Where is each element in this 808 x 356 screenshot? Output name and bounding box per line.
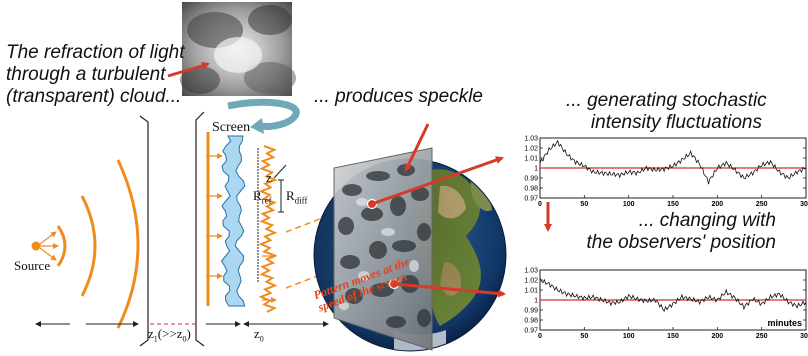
r-diff-main: R	[286, 188, 295, 203]
speckle-caption: ... produces speckle	[314, 86, 483, 107]
changing-line-1: ... changing with	[638, 210, 776, 231]
y-tick-label: 0.97	[524, 328, 538, 335]
geometry-markers	[257, 148, 287, 282]
z1-main: z	[148, 326, 154, 341]
y-tick-label: 1	[534, 166, 538, 173]
x-tick-label: 0	[538, 333, 542, 340]
z-label: z	[266, 170, 272, 185]
x-tick-label: 250	[756, 201, 768, 208]
x-tick-label: 50	[580, 333, 588, 340]
flow-curved-arrow	[227, 98, 300, 134]
z1-label: z1(>>z0)	[148, 326, 191, 344]
y-tick-label: 1.02	[524, 146, 538, 153]
speckle-pattern	[333, 147, 433, 351]
intensity-chart-bottom: 1.03 1.02 1.01 1 0.99 0.98 0.97 0 50 100 150 200 250…	[514, 266, 808, 342]
refraction-line-3: (transparent) cloud...	[6, 86, 182, 107]
r-ref-sub: ref	[261, 195, 272, 206]
plane-wave	[206, 132, 223, 306]
bracket-lines	[139, 111, 205, 347]
z1-close: )	[186, 326, 191, 341]
refraction-caption: The refraction of light through a turbul…	[6, 42, 184, 108]
x-tick-label: 100	[623, 201, 635, 208]
stochastic-caption: ... generating stochastic intensity fluc…	[566, 90, 767, 134]
y-tick-label: 1.03	[524, 136, 538, 143]
intensity-chart-top-svg: 1.03 1.02 1.01 1 0.99 0.98 0.970 50 100 150 200 250…	[524, 136, 808, 209]
x-tick-label: 150	[667, 333, 679, 340]
y-tick-label: 1	[534, 298, 538, 305]
y-tick-label: 0.99	[524, 176, 538, 183]
x-tick-label: 50	[580, 201, 588, 208]
x-tick-label: 200	[711, 201, 723, 208]
intensity-chart-top: 1.03 1.02 1.01 1 0.99 0.98 0.97 0 50 100 150 200 250…	[514, 134, 808, 210]
changing-caption: ... changing with the observers' positio…	[576, 210, 776, 254]
z0-main: z	[254, 326, 260, 341]
z1-sub: 1	[153, 334, 158, 344]
intensity-chart-bottom-svg: 1.03 1.02 1.01 1 0.99 0.98 0.970 50 100 150 200 250…	[524, 268, 808, 341]
y-tick-label: 0.97	[524, 196, 538, 203]
y-tick-label: 1.03	[524, 268, 538, 275]
r-ref-main: R	[253, 188, 262, 203]
z0-label: z0	[254, 326, 264, 344]
y-tick-label: 0.98	[524, 318, 538, 325]
distorted-wavefront	[258, 145, 278, 313]
x-tick-label: 250	[756, 333, 768, 340]
cloud-pointer-arrow	[167, 61, 210, 78]
z1-rest: (>>z	[157, 326, 183, 341]
x-axis-label: minutes	[767, 318, 802, 328]
y-tick-label: 1.01	[524, 156, 538, 163]
x-tick-label: 0	[538, 201, 542, 208]
y-tick-label: 0.99	[524, 308, 538, 315]
stochastic-line-2: intensity fluctuations	[590, 112, 762, 133]
light-source	[31, 159, 140, 329]
x-tick-label: 100	[623, 333, 635, 340]
phase-screen	[220, 135, 246, 307]
intensity-series-line	[539, 277, 807, 313]
refraction-line-2: through a turbulent	[6, 64, 166, 85]
r-diff-label: Rdiff	[286, 188, 308, 206]
x-tick-label: 300	[800, 201, 808, 208]
r-ref-label: Rref	[253, 188, 272, 206]
y-tick-label: 0.98	[524, 186, 538, 193]
source-label: Source	[14, 258, 51, 273]
turbulent-cloud-image	[180, 2, 296, 96]
x-tick-label: 300	[800, 333, 808, 340]
y-tick-label: 1.01	[524, 288, 538, 295]
z1-sub2: 0	[182, 334, 187, 344]
refraction-line-1: The refraction of light	[6, 42, 185, 63]
x-tick-label: 150	[667, 201, 679, 208]
stochastic-line-1: ... generating stochastic	[566, 90, 767, 111]
r-diff-sub: diff	[294, 195, 308, 206]
z0-sub: 0	[259, 334, 264, 344]
red-arrows	[371, 123, 552, 298]
changing-line-2: the observers' position	[586, 232, 776, 253]
intensity-series-line	[539, 139, 807, 185]
y-tick-label: 1.02	[524, 278, 538, 285]
x-tick-label: 200	[711, 333, 723, 340]
screen-label: Screen	[212, 120, 251, 135]
